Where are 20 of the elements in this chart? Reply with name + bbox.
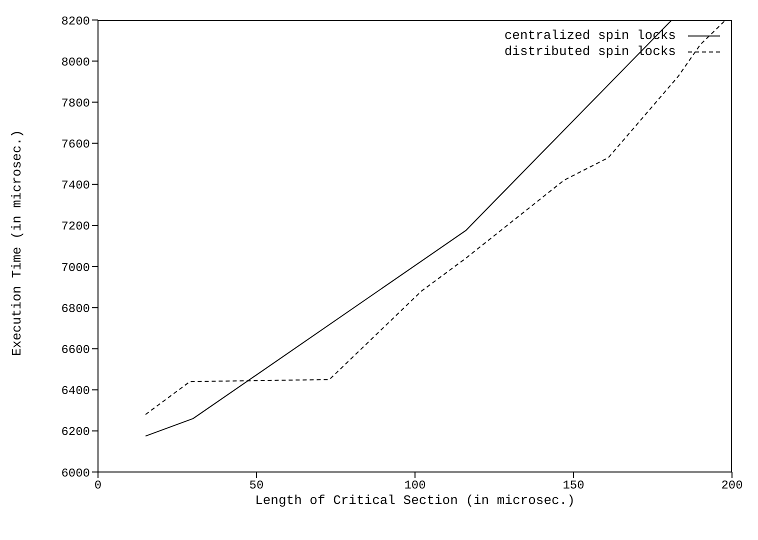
y-tick-label: 6000 bbox=[61, 466, 90, 480]
x-axis-title: Length of Critical Section (in microsec.) bbox=[255, 493, 575, 508]
y-tick-label: 6600 bbox=[61, 342, 90, 357]
y-tick-label: 6200 bbox=[61, 425, 90, 440]
legend-label: distributed spin locks bbox=[504, 44, 676, 60]
y-tick-label: 7200 bbox=[61, 220, 90, 234]
x-tick-label: 0 bbox=[94, 478, 102, 493]
x-tick-label: 150 bbox=[562, 478, 584, 493]
y-tick-label: 6800 bbox=[61, 302, 90, 316]
x-tick-label: 200 bbox=[721, 478, 743, 493]
y-tick-label: 7400 bbox=[61, 178, 90, 193]
y-tick-label: 7800 bbox=[61, 96, 90, 110]
y-tick-label: 8000 bbox=[61, 55, 90, 70]
x-tick-label: 100 bbox=[404, 478, 426, 493]
y-tick-label: 8200 bbox=[61, 14, 90, 28]
y-tick-label: 6400 bbox=[61, 384, 90, 398]
y-tick-label: 7600 bbox=[61, 138, 90, 152]
x-tick-label: 50 bbox=[249, 478, 264, 493]
y-tick-label: 7000 bbox=[61, 260, 90, 275]
y-axis-title: Execution Time (in microsec.) bbox=[10, 130, 25, 356]
